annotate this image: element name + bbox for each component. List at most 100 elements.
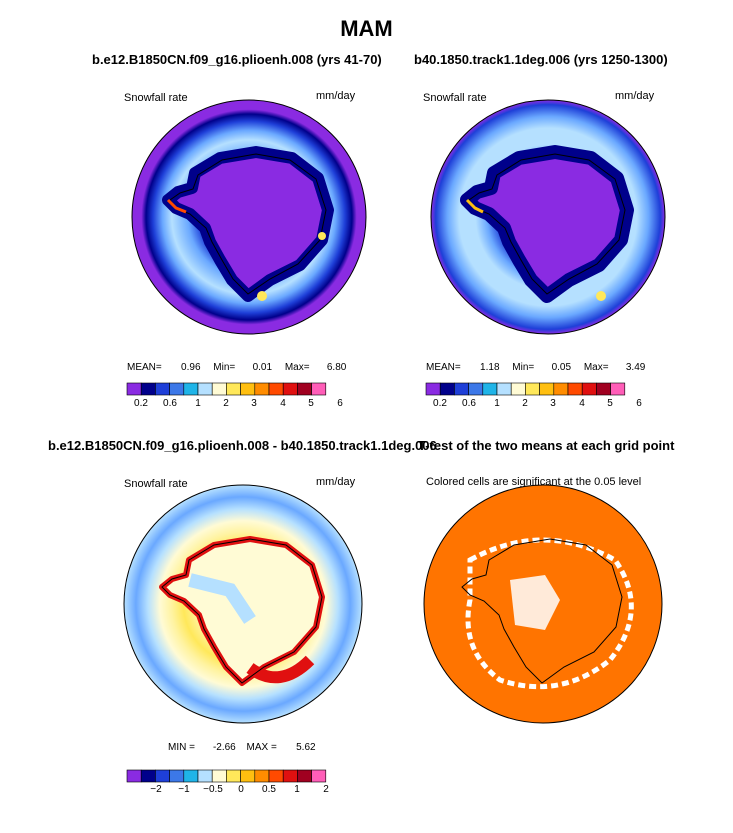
colorbar-swatch — [240, 769, 256, 783]
colorbar-c-ticks: −2 −1 −0.5 0 0.5 1 2 — [0, 784, 733, 798]
colorbar-swatch — [297, 769, 312, 783]
max-label: MAX = — [246, 742, 277, 753]
panel-b-map — [431, 100, 665, 334]
tick-label: 1 — [294, 784, 300, 795]
tick-label: 5 — [607, 398, 613, 409]
colorbar-swatch — [282, 769, 298, 783]
min-value: -2.66 — [212, 742, 236, 753]
tick-label: 0.6 — [163, 398, 177, 409]
colorbar-swatch — [496, 382, 512, 396]
colorbar-swatch — [468, 382, 484, 396]
tick-label: 1 — [195, 398, 201, 409]
tick-label: 1 — [494, 398, 500, 409]
panel-a-title: b.e12.B1850CN.f09_g16.plioenh.008 (yrs 4… — [92, 52, 382, 67]
colorbar-swatch — [425, 382, 441, 396]
mean-label: MEAN= — [127, 362, 162, 373]
colorbar-swatch — [311, 769, 327, 783]
panel-b-title: b40.1850.track1.1deg.006 (yrs 1250-1300) — [414, 52, 668, 67]
colorbar-swatch — [183, 382, 199, 396]
colorbar-swatch — [240, 382, 256, 396]
panel-a-stats: MEAN= 0.96 Min= 0.01 Max= 6.80 — [127, 362, 346, 373]
max-label: Max= — [583, 362, 609, 373]
tick-label: 0.2 — [134, 398, 148, 409]
colorbar-swatch — [311, 382, 327, 396]
colorbar-swatch — [226, 769, 241, 783]
panel-d-significance-note: Colored cells are significant at the 0.0… — [426, 476, 642, 488]
min-value: 0.05 — [551, 362, 572, 373]
colorbar-swatch — [282, 382, 298, 396]
panel-a-map — [132, 100, 366, 334]
tick-label: 4 — [280, 398, 286, 409]
tick-label: 0.6 — [462, 398, 476, 409]
colorbar-swatch — [140, 382, 156, 396]
tick-label: 2 — [522, 398, 528, 409]
colorbar-swatch — [183, 769, 199, 783]
mean-label: MEAN= — [426, 362, 461, 373]
panel-c-units: mm/day — [316, 476, 356, 488]
panel-c-title: b.e12.B1850CN.f09_g16.plioenh.008 - b40.… — [48, 438, 437, 453]
panel-a-border — [131, 99, 367, 335]
colorbar-a-ticks: 0.2 0.6 1 2 3 4 5 6 — [0, 398, 733, 412]
max-value: 3.49 — [625, 362, 646, 373]
colorbar-a — [126, 382, 327, 396]
colorbar-swatch — [297, 382, 312, 396]
colorbar-swatch — [439, 382, 455, 396]
tick-label: −1 — [178, 784, 190, 795]
colorbar-swatch — [510, 382, 526, 396]
colorbar-swatch — [525, 382, 540, 396]
tick-label: −0.5 — [203, 784, 223, 795]
colorbar-swatch — [581, 382, 597, 396]
colorbar-swatch — [211, 382, 227, 396]
colorbar-swatch — [155, 769, 170, 783]
tick-label: 4 — [579, 398, 585, 409]
max-value: 6.80 — [326, 362, 347, 373]
colorbar-swatch — [567, 382, 583, 396]
panel-c-map — [124, 485, 362, 723]
panel-d-border — [423, 484, 663, 724]
colorbar-swatch — [126, 382, 142, 396]
colorbar-swatch — [454, 382, 469, 396]
tick-label: 6 — [636, 398, 642, 409]
colorbar-swatch — [155, 382, 170, 396]
tick-label: 3 — [550, 398, 556, 409]
colorbar-swatch — [254, 769, 270, 783]
tick-label: 3 — [251, 398, 257, 409]
colorbar-swatch — [610, 382, 626, 396]
panel-b-units: mm/day — [615, 90, 655, 102]
min-label: Min= — [213, 362, 236, 373]
figure-title: MAM — [340, 16, 393, 41]
colorbar-swatch — [482, 382, 498, 396]
panel-b-variable-label: Snowfall rate — [423, 92, 487, 104]
tick-label: 6 — [337, 398, 343, 409]
colorbar-swatch — [268, 769, 284, 783]
colorbar-b-ticks: 0.2 0.6 1 2 3 4 5 6 — [0, 398, 733, 412]
tick-label: 2 — [323, 784, 329, 795]
colorbar-swatch — [126, 769, 142, 783]
tick-label: 0.2 — [433, 398, 447, 409]
colorbar-b — [425, 382, 626, 396]
mean-value: 0.96 — [181, 362, 201, 373]
panel-b-border — [430, 99, 666, 335]
min-label: Min= — [512, 362, 535, 373]
min-value: 0.01 — [252, 362, 273, 373]
colorbar-swatch — [169, 382, 185, 396]
panel-d-map — [424, 485, 662, 723]
panel-c-border — [123, 484, 363, 724]
tick-label: −2 — [150, 784, 162, 795]
colorbar-swatch — [197, 382, 213, 396]
max-value: 5.62 — [296, 742, 316, 753]
colorbar-swatch — [596, 382, 611, 396]
panel-a-units: mm/day — [316, 90, 356, 102]
colorbar-swatch — [539, 382, 555, 396]
tick-label: 2 — [223, 398, 229, 409]
colorbar-c — [126, 769, 327, 783]
colorbar-swatch — [226, 382, 241, 396]
tick-label: 0 — [238, 784, 244, 795]
colorbar-swatch — [140, 769, 156, 783]
panel-c-stats: MIN = -2.66 MAX = 5.62 — [168, 742, 316, 753]
colorbar-swatch — [197, 769, 213, 783]
tick-label: 5 — [308, 398, 314, 409]
colorbar-swatch — [211, 769, 227, 783]
panel-b-stats: MEAN= 1.18 Min= 0.05 Max= 3.49 — [426, 362, 645, 373]
